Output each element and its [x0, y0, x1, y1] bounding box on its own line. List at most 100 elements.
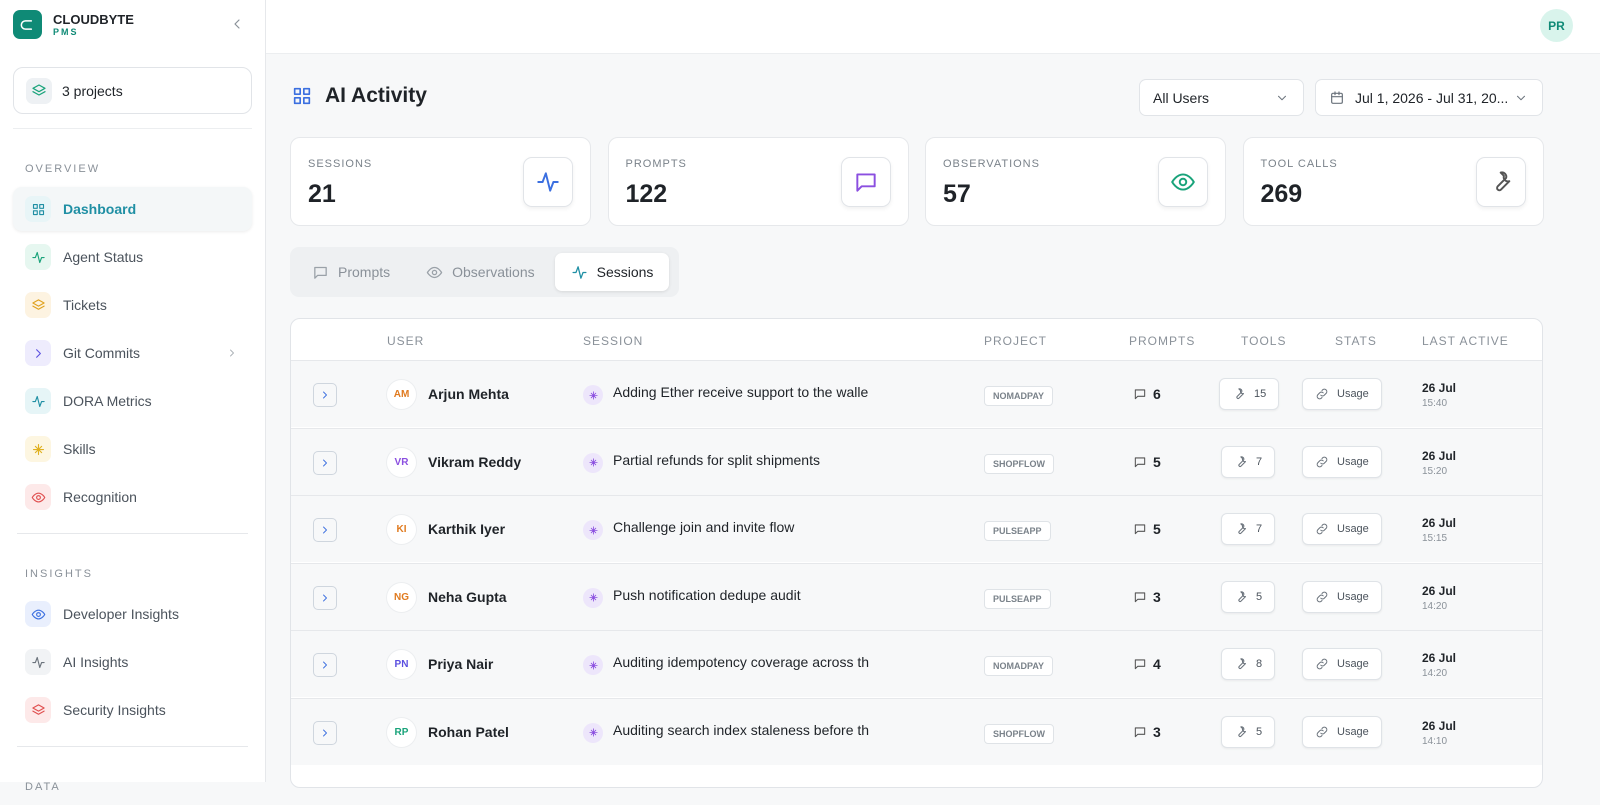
expand-button[interactable] — [313, 653, 337, 677]
nav-item[interactable]: Recognition — [13, 475, 252, 519]
tools-button[interactable]: 15 — [1219, 378, 1280, 410]
date-range[interactable]: Jul 1, 2026 - Jul 31, 20... — [1315, 79, 1543, 116]
tools-button[interactable]: 8 — [1221, 648, 1276, 680]
link-icon — [1315, 725, 1329, 739]
stat-icon — [1158, 157, 1208, 207]
spark — [588, 457, 599, 468]
column-header: STATS — [1335, 334, 1377, 348]
icon — [1170, 169, 1196, 195]
tools-button[interactable]: 5 — [1221, 580, 1276, 613]
prompt-number: 5 — [1153, 453, 1161, 470]
expand-button[interactable] — [313, 518, 337, 542]
tab[interactable]: Sessions — [554, 253, 670, 291]
nav-label: Tickets — [63, 297, 107, 313]
collapse-button[interactable] — [229, 16, 245, 37]
session-icon — [583, 722, 603, 743]
expand-button[interactable] — [313, 585, 337, 610]
stat-icon — [523, 157, 573, 207]
spark — [588, 592, 599, 603]
prompt-count: 5 — [1133, 454, 1161, 470]
sidebar: CLOUDBYTE PMS 3 projects OVERVIEW Dashboard A… — [0, 0, 266, 793]
nav-label: Developer Insights — [63, 606, 179, 622]
user-avatar: KI — [387, 515, 416, 544]
chevron — [319, 592, 331, 604]
usage-button[interactable]: Usage — [1302, 580, 1382, 613]
chat-icon — [1133, 522, 1147, 536]
nav-icon — [25, 340, 51, 366]
nav-item[interactable]: AI Insights — [13, 640, 252, 684]
last-active-date: 26 Jul — [1422, 583, 1457, 598]
icon — [31, 607, 46, 622]
tab[interactable]: Prompts — [296, 253, 406, 291]
usage-button[interactable]: Usage — [1302, 378, 1382, 410]
stat-card: TOOL CALLS 269 — [1242, 137, 1544, 226]
icon — [31, 202, 46, 217]
brand-text: CLOUDBYTE PMS — [53, 12, 134, 37]
nav-item[interactable]: Skills — [13, 427, 252, 471]
usage-button[interactable]: Usage — [1302, 648, 1382, 680]
tools-button[interactable]: 5 — [1221, 715, 1276, 748]
nav-item[interactable]: Security Insights — [13, 688, 252, 732]
table-row: RP Rohan Patel Auditing search index stale… — [291, 697, 1542, 765]
expand-chevron — [226, 347, 238, 359]
chat-icon — [1133, 455, 1147, 469]
icon — [31, 250, 46, 265]
layers-icon — [31, 83, 47, 99]
nav-icon — [25, 436, 51, 462]
nav-icon — [25, 388, 51, 414]
nav-label: Security Insights — [63, 702, 166, 718]
user-filter[interactable]: All Users — [1139, 79, 1304, 116]
nav-item[interactable]: Dashboard — [13, 187, 252, 231]
project-badge: NOMADPAY — [984, 386, 1054, 406]
project-badge: NOMADPAY — [984, 656, 1054, 676]
user-avatar: PN — [387, 650, 416, 679]
project-badge: PULSEAPP — [984, 521, 1051, 541]
nav-label: Dashboard — [63, 201, 137, 217]
usage-button[interactable]: Usage — [1302, 715, 1382, 748]
nav-item[interactable]: Git Commits — [13, 331, 252, 375]
user-avatar[interactable]: PR — [1540, 9, 1573, 42]
usage-button[interactable]: Usage — [1302, 445, 1382, 478]
prompt-count: 5 — [1133, 521, 1161, 537]
nav-icon — [25, 292, 51, 318]
chevron — [319, 389, 331, 401]
chat-icon — [1133, 657, 1147, 671]
tools-number: 8 — [1256, 658, 1263, 670]
spark — [588, 390, 599, 401]
wrench-icon — [1234, 725, 1248, 739]
stat-label: TOOL CALLS — [1260, 158, 1338, 170]
nav-label: Agent Status — [63, 249, 144, 265]
chevron — [319, 659, 331, 671]
expand-button[interactable] — [313, 383, 337, 407]
tools-button[interactable]: 7 — [1221, 445, 1276, 478]
user-name: Vikram Reddy — [428, 453, 522, 470]
expand-button[interactable] — [313, 450, 337, 475]
wrench-icon — [1234, 455, 1248, 469]
last-active-time: 15:40 — [1422, 398, 1448, 409]
session-title: Auditing search index staleness before t… — [613, 721, 870, 738]
stat-label: SESSIONS — [308, 158, 373, 170]
brand: CLOUDBYTE PMS — [13, 10, 134, 39]
tools-button[interactable]: 7 — [1221, 513, 1276, 545]
project-icon — [26, 77, 52, 104]
column-header: SESSION — [583, 334, 644, 348]
usage-button[interactable]: Usage — [1302, 513, 1382, 545]
expand-button[interactable] — [313, 720, 337, 745]
nav-item[interactable]: Tickets — [13, 283, 252, 327]
nav-item[interactable]: Developer Insights — [13, 592, 252, 636]
icon — [31, 703, 46, 718]
stat-icon — [840, 157, 891, 207]
chevron — [319, 457, 331, 469]
tab-label: Sessions — [596, 264, 654, 280]
tab[interactable]: Observations — [410, 253, 550, 291]
nav-item[interactable]: DORA Metrics — [13, 379, 252, 423]
nav-icon — [25, 601, 51, 627]
nav-item[interactable]: Agent Status — [13, 235, 252, 279]
icon — [31, 490, 46, 505]
stat-card: SESSIONS 21 — [290, 137, 591, 226]
project-selector[interactable]: 3 projects — [13, 67, 252, 114]
page-title: AI Activity — [291, 84, 427, 108]
user-avatar: NG — [387, 582, 416, 612]
chevron — [319, 727, 331, 739]
